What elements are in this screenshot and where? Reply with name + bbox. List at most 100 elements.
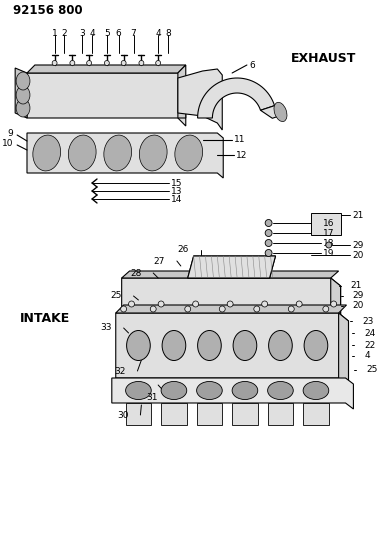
- Polygon shape: [331, 278, 340, 321]
- Ellipse shape: [303, 382, 329, 400]
- Text: 13: 13: [171, 187, 182, 196]
- Text: 18: 18: [323, 238, 334, 247]
- Ellipse shape: [16, 86, 30, 104]
- Circle shape: [185, 306, 191, 312]
- Text: 21: 21: [350, 281, 362, 290]
- Circle shape: [70, 61, 75, 66]
- Ellipse shape: [268, 382, 293, 400]
- Circle shape: [52, 61, 57, 66]
- Circle shape: [105, 61, 109, 66]
- Polygon shape: [260, 106, 286, 118]
- Ellipse shape: [175, 135, 203, 171]
- Text: 11: 11: [234, 135, 246, 144]
- Circle shape: [265, 249, 272, 256]
- Text: 16: 16: [323, 219, 334, 228]
- Ellipse shape: [304, 330, 328, 360]
- Circle shape: [121, 61, 126, 66]
- Text: 27: 27: [154, 256, 165, 265]
- Ellipse shape: [33, 135, 61, 171]
- Polygon shape: [116, 313, 349, 386]
- Polygon shape: [303, 403, 329, 425]
- Ellipse shape: [16, 99, 30, 117]
- Circle shape: [156, 61, 160, 66]
- Polygon shape: [188, 256, 275, 278]
- Ellipse shape: [161, 382, 187, 400]
- Ellipse shape: [127, 330, 150, 360]
- Polygon shape: [161, 403, 187, 425]
- Text: 19: 19: [323, 248, 334, 257]
- Text: 25: 25: [366, 366, 378, 375]
- Text: 31: 31: [147, 393, 158, 402]
- Ellipse shape: [104, 135, 132, 171]
- Polygon shape: [178, 65, 186, 118]
- Circle shape: [265, 239, 272, 246]
- Circle shape: [150, 306, 156, 312]
- Circle shape: [254, 306, 260, 312]
- Ellipse shape: [126, 382, 151, 400]
- Text: 23: 23: [362, 317, 374, 326]
- Polygon shape: [232, 403, 258, 425]
- Circle shape: [265, 230, 272, 237]
- Text: 32: 32: [114, 367, 126, 376]
- Polygon shape: [268, 403, 293, 425]
- Polygon shape: [311, 213, 340, 235]
- Text: 4: 4: [155, 28, 161, 37]
- Text: 33: 33: [100, 324, 112, 333]
- Text: 15: 15: [171, 179, 182, 188]
- Text: 29: 29: [352, 292, 364, 301]
- Ellipse shape: [162, 330, 186, 360]
- Circle shape: [219, 306, 225, 312]
- Polygon shape: [122, 278, 340, 321]
- Ellipse shape: [196, 382, 222, 400]
- Text: 92156 800: 92156 800: [13, 4, 83, 18]
- Text: 5: 5: [104, 28, 110, 37]
- Text: 2: 2: [62, 28, 67, 37]
- Circle shape: [158, 301, 164, 307]
- Polygon shape: [198, 78, 275, 118]
- Ellipse shape: [233, 330, 257, 360]
- Circle shape: [87, 61, 92, 66]
- Text: 7: 7: [131, 28, 136, 37]
- Text: 8: 8: [165, 28, 171, 37]
- Text: 12: 12: [236, 150, 247, 159]
- Text: 3: 3: [79, 28, 85, 37]
- Ellipse shape: [274, 102, 287, 122]
- Text: 24: 24: [364, 328, 375, 337]
- Text: 4: 4: [364, 351, 370, 360]
- Circle shape: [129, 301, 134, 307]
- Text: 22: 22: [364, 341, 375, 350]
- Text: 30: 30: [117, 410, 129, 419]
- Ellipse shape: [16, 72, 30, 90]
- Polygon shape: [126, 403, 151, 425]
- Text: 20: 20: [352, 302, 364, 311]
- Text: 20: 20: [352, 251, 364, 260]
- Text: 14: 14: [171, 195, 182, 204]
- Ellipse shape: [268, 330, 292, 360]
- Ellipse shape: [198, 330, 221, 360]
- Ellipse shape: [232, 382, 258, 400]
- Circle shape: [139, 61, 144, 66]
- Polygon shape: [116, 305, 347, 313]
- Polygon shape: [27, 65, 186, 73]
- Text: 9: 9: [7, 128, 13, 138]
- Text: 28: 28: [130, 269, 141, 278]
- Polygon shape: [15, 68, 27, 118]
- Text: 6: 6: [249, 61, 255, 69]
- Circle shape: [262, 301, 268, 307]
- Text: 4: 4: [89, 28, 95, 37]
- Text: 1: 1: [52, 28, 57, 37]
- Polygon shape: [112, 378, 354, 409]
- Text: 21: 21: [352, 211, 364, 220]
- Circle shape: [265, 220, 272, 227]
- Circle shape: [326, 242, 332, 248]
- Text: 25: 25: [110, 292, 122, 301]
- Circle shape: [323, 306, 329, 312]
- Polygon shape: [178, 69, 222, 130]
- Text: 10: 10: [2, 139, 13, 148]
- Polygon shape: [188, 256, 275, 278]
- Text: 6: 6: [116, 28, 121, 37]
- Polygon shape: [196, 403, 222, 425]
- Circle shape: [121, 306, 127, 312]
- Polygon shape: [339, 313, 349, 386]
- Polygon shape: [122, 271, 339, 278]
